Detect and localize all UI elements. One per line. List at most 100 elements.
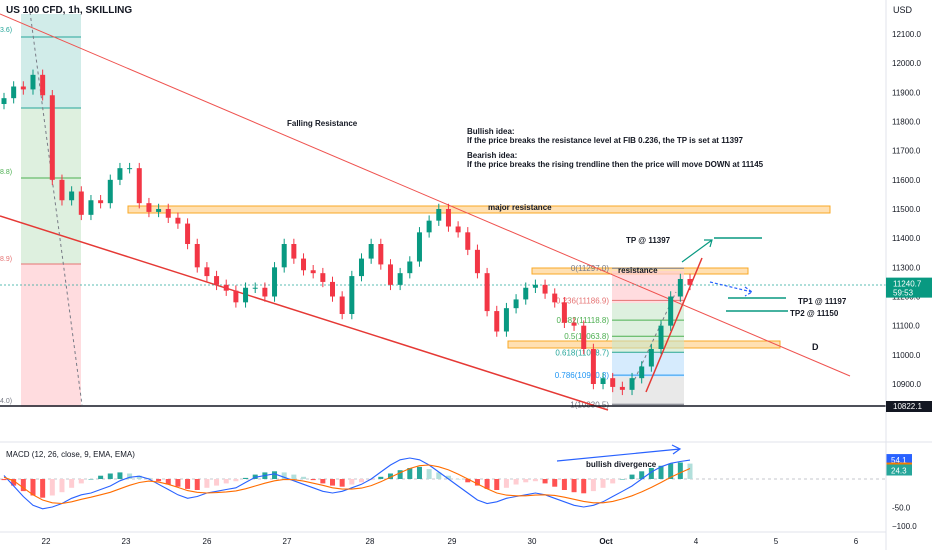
candle-body xyxy=(552,293,558,303)
candle-body xyxy=(416,232,422,262)
candle-body xyxy=(117,168,123,180)
macd-hist-bar xyxy=(648,468,654,479)
macd-hist-bar xyxy=(127,473,133,479)
tp2-label: TP2 @ 11150 xyxy=(790,309,839,318)
currency-label: USD xyxy=(893,5,913,15)
time-axis: 22 23 26 27 28 29 30 Oct 4 5 6 xyxy=(0,531,886,546)
macd-hist-bar xyxy=(40,479,46,498)
down-arrow xyxy=(709,281,754,297)
low-price-value: 10822.1 xyxy=(893,402,922,411)
macd-hist-bar xyxy=(571,479,577,493)
macd-hist-bar xyxy=(687,463,693,479)
macd-tick-label: -50.0 xyxy=(892,504,911,513)
macd-hist-bar xyxy=(233,479,239,482)
macd-hist-bar xyxy=(378,476,384,479)
time-tick-label: 6 xyxy=(854,537,859,546)
price-tick-label: 11500.0 xyxy=(892,205,921,214)
candle-body xyxy=(513,299,519,309)
left-fib-label: 3.6) xyxy=(0,27,12,34)
candle-body xyxy=(407,261,413,274)
macd-value-label: 54.1 xyxy=(891,456,907,465)
macd-hist-bar xyxy=(223,479,229,484)
fib-zone-blue xyxy=(612,353,684,377)
macd-hist-bar xyxy=(330,479,336,486)
macd-hist-bar xyxy=(165,479,171,485)
macd-hist-bar xyxy=(465,479,471,483)
time-tick-label: 28 xyxy=(366,537,375,546)
candle-body xyxy=(610,378,616,387)
candle-body xyxy=(523,287,529,300)
tp1-label: TP1 @ 11197 xyxy=(798,297,847,306)
price-tick-label: 10900.0 xyxy=(892,380,921,389)
candle-body xyxy=(532,284,538,288)
macd-hist-bar xyxy=(523,479,529,483)
macd-hist-bar xyxy=(117,472,123,479)
candle-body xyxy=(445,209,451,227)
fib-level-label: 0.786(10930.3) xyxy=(555,371,610,380)
macd-hist-bar xyxy=(407,468,413,479)
candle-body xyxy=(20,86,26,90)
time-tick-label: Oct xyxy=(599,537,613,546)
price-axis: 12100.0 12000.0 11900.0 11800.0 11700.0 11600… xyxy=(885,0,932,550)
macd-value-badge xyxy=(886,464,912,476)
candle-body xyxy=(107,179,113,204)
price-tick-label: 11800.0 xyxy=(892,118,921,127)
price-tick-label: 12000.0 xyxy=(892,59,921,68)
macd-hist-bar xyxy=(658,465,664,479)
candle-body xyxy=(165,209,171,218)
fib-level-label: 0.5(11063.8) xyxy=(564,332,609,341)
macd-hist-bar xyxy=(339,479,345,487)
candle-body xyxy=(677,279,683,297)
time-tick-label: 27 xyxy=(283,537,292,546)
macd-hist-bar xyxy=(639,471,645,479)
price-tick-label: 11700.0 xyxy=(892,147,921,156)
time-tick-label: 26 xyxy=(203,537,212,546)
resistance-label: resistance xyxy=(618,266,658,275)
macd-hist-bar xyxy=(185,479,191,489)
candle-body xyxy=(310,270,316,274)
candle-body xyxy=(542,284,548,294)
candle-body xyxy=(194,244,200,268)
bearish-idea-text: If the price breaks the rising trendline… xyxy=(467,160,764,169)
time-tick-label: 30 xyxy=(528,537,537,546)
time-tick-label: 29 xyxy=(448,537,457,546)
candle-body xyxy=(136,168,142,204)
macd-value-label: 24.3 xyxy=(891,466,907,475)
price-tick-label: 11000.0 xyxy=(892,351,921,360)
price-tick-label: 11100.0 xyxy=(892,322,920,331)
candle-body xyxy=(494,311,500,332)
macd-hist-bar xyxy=(301,476,307,479)
macd-hist-bar xyxy=(310,479,316,481)
candle-body xyxy=(358,258,364,277)
candle-body xyxy=(330,281,336,297)
candle-body xyxy=(49,95,55,180)
macd-hist-bar xyxy=(436,472,442,479)
candle-body xyxy=(281,244,287,268)
price-tick-label: 12100.0 xyxy=(892,30,921,39)
macd-hist-bar xyxy=(561,479,567,490)
macd-hist-bar xyxy=(78,479,84,484)
candle-body xyxy=(252,287,258,289)
candle-body xyxy=(339,296,345,314)
candle-body xyxy=(88,200,94,215)
candle-body xyxy=(648,349,654,367)
chart-title: US 100 CFD, 1h, SKILLING xyxy=(6,5,132,16)
candle-body xyxy=(378,244,384,265)
candle-body xyxy=(78,191,84,215)
fib-zone-grey xyxy=(612,377,684,407)
macd-hist-bar xyxy=(291,474,297,479)
price-tick-label: 11900.0 xyxy=(892,88,921,97)
candle-body xyxy=(30,74,36,90)
macd-hist-bar xyxy=(214,479,220,486)
macd-hist-bar xyxy=(30,479,36,496)
fib-level-label: 0.382(11118.8) xyxy=(557,316,610,325)
time-tick-label: 23 xyxy=(122,537,131,546)
candle-body xyxy=(465,232,471,250)
macd-hist-bar xyxy=(445,475,451,479)
macd-hist-bar xyxy=(426,469,432,479)
candle-body xyxy=(349,276,355,314)
macd-hist-bar xyxy=(1,479,7,481)
macd-hist-bar xyxy=(552,479,558,487)
